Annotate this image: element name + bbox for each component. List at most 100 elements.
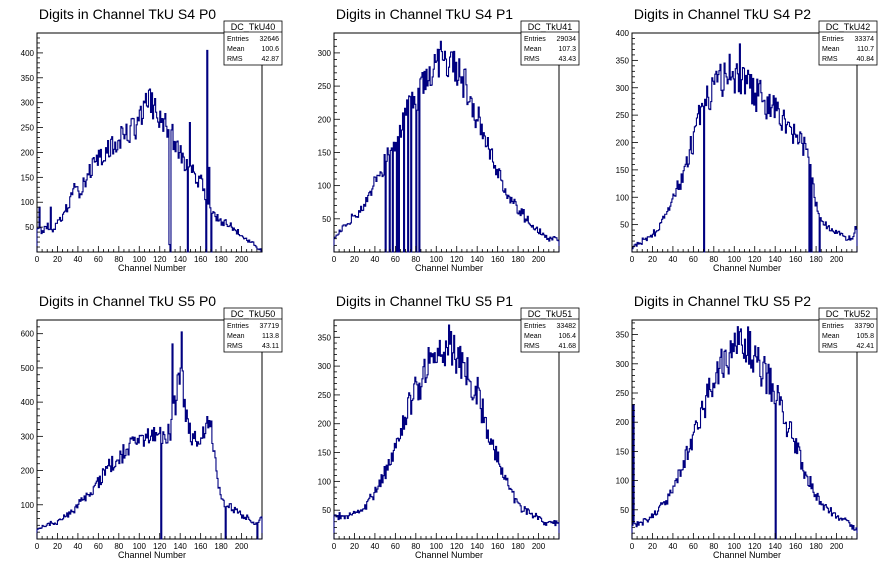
x-tick-label: 40 [370,255,379,264]
x-tick-label: 180 [214,255,228,264]
plot-frame [36,32,263,253]
y-tick-label: 150 [318,449,332,458]
y-tick-label: 350 [616,331,630,340]
stats-histogram-name: DC_TkU52 [826,309,871,319]
histogram-series-line [333,40,560,253]
stats-rms-value: 43.11 [262,343,279,350]
stats-entries-label: Entries [822,323,844,330]
stats-entries-value: 33482 [557,323,577,330]
x-tick-label: 120 [450,255,464,264]
x-tick-label: 120 [153,542,167,551]
x-tick-label: 180 [214,542,228,551]
stats-mean-value: 107.3 [558,46,576,53]
x-tick-label: 140 [174,542,188,551]
stats-rms-label: RMS [524,56,540,63]
stats-rms-value: 42.87 [261,56,279,63]
x-tick-label: 160 [194,255,208,264]
stats-box: DC_TkU40 Entries 32646 Mean 100.6 RMS 42.87 [223,20,283,66]
chart-title: Digits in Channel TkU S5 P2 [634,293,811,309]
x-tick-label: 100 [133,255,147,264]
y-tick-label: 50 [620,221,629,230]
x-tick-label: 20 [648,542,657,551]
stats-entries-value: 33790 [855,323,875,330]
y-tick-label: 200 [21,148,35,157]
histogram-series-line [333,324,560,539]
x-axis-label: Channel Number [713,550,781,560]
stats-rms-value: 43.43 [558,56,576,63]
x-tick-label: 20 [350,542,359,551]
chart-title: Digits in Channel TkU S4 P0 [39,6,216,22]
stats-entries-label: Entries [227,36,249,43]
stats-mean-value: 106.4 [558,333,576,340]
x-tick-label: 140 [769,542,783,551]
x-tick-label: 60 [391,542,400,551]
x-tick-label: 200 [830,255,844,264]
stats-histogram-name: DC_TkU50 [231,309,276,319]
histogram-series-line [36,331,263,540]
x-tick-label: 80 [411,255,420,264]
x-tick-label: 0 [35,542,40,551]
stats-entries-value: 29034 [557,36,577,43]
y-tick-label: 150 [616,166,630,175]
y-tick-label: 200 [21,467,35,476]
y-tick-label: 50 [620,506,629,515]
y-tick-label: 50 [322,215,331,224]
y-tick-label: 100 [318,182,332,191]
x-tick-label: 160 [789,542,803,551]
stats-entries-value: 37719 [260,323,280,330]
stats-mean-value: 100.6 [261,46,279,53]
stats-mean-label: Mean [227,46,245,53]
x-tick-label: 80 [114,255,123,264]
stats-rms-value: 42.41 [856,343,874,350]
x-tick-label: 140 [769,255,783,264]
x-axis-label: Channel Number [118,263,186,273]
stats-entries-value: 33374 [855,36,875,43]
x-tick-label: 100 [728,255,742,264]
x-tick-label: 120 [748,542,762,551]
x-tick-label: 180 [511,255,525,264]
stats-rms-label: RMS [822,56,838,63]
stats-histogram-name: DC_TkU42 [826,22,871,32]
x-tick-label: 120 [748,255,762,264]
x-tick-label: 60 [391,255,400,264]
stats-rms-value: 40.84 [856,56,874,63]
stats-entries-label: Entries [822,36,844,43]
x-tick-label: 100 [728,542,742,551]
stats-mean-label: Mean [524,333,542,340]
x-tick-label: 180 [809,542,823,551]
stats-mean-label: Mean [524,46,542,53]
histogram-panel-4: Digits in Channel TkU S5 P0 0 20 40 60 80 100 1… [21,293,283,560]
y-tick-label: 350 [318,333,332,342]
x-tick-label: 0 [35,255,40,264]
x-tick-label: 200 [235,542,249,551]
y-tick-label: 350 [21,74,35,83]
plot-frame [631,32,858,253]
y-tick-label: 600 [21,330,35,339]
y-tick-label: 250 [616,389,630,398]
stats-entries-label: Entries [524,323,546,330]
y-tick-label: 100 [616,193,630,202]
y-tick-label: 300 [318,362,332,371]
x-tick-label: 80 [709,542,718,551]
x-tick-label: 160 [194,542,208,551]
x-tick-label: 160 [491,255,505,264]
chart-title: Digits in Channel TkU S4 P2 [634,6,811,22]
x-tick-label: 0 [630,542,635,551]
x-tick-label: 200 [532,542,546,551]
y-tick-label: 150 [21,173,35,182]
y-tick-label: 200 [616,139,630,148]
y-tick-label: 250 [616,111,630,120]
y-tick-label: 250 [21,124,35,133]
x-tick-label: 40 [73,542,82,551]
x-tick-label: 140 [471,542,485,551]
histogram-panel-5: Digits in Channel TkU S5 P1 0 20 40 60 80 100 1… [318,293,580,560]
y-tick-label: 500 [21,364,35,373]
stats-histogram-name: DC_TkU51 [528,309,573,319]
x-tick-label: 40 [73,255,82,264]
x-tick-label: 60 [94,542,103,551]
y-tick-label: 300 [616,360,630,369]
x-tick-label: 100 [430,255,444,264]
y-tick-label: 250 [318,82,332,91]
chart-title: Digits in Channel TkU S4 P1 [336,6,513,22]
stats-mean-value: 110.7 [857,46,874,53]
